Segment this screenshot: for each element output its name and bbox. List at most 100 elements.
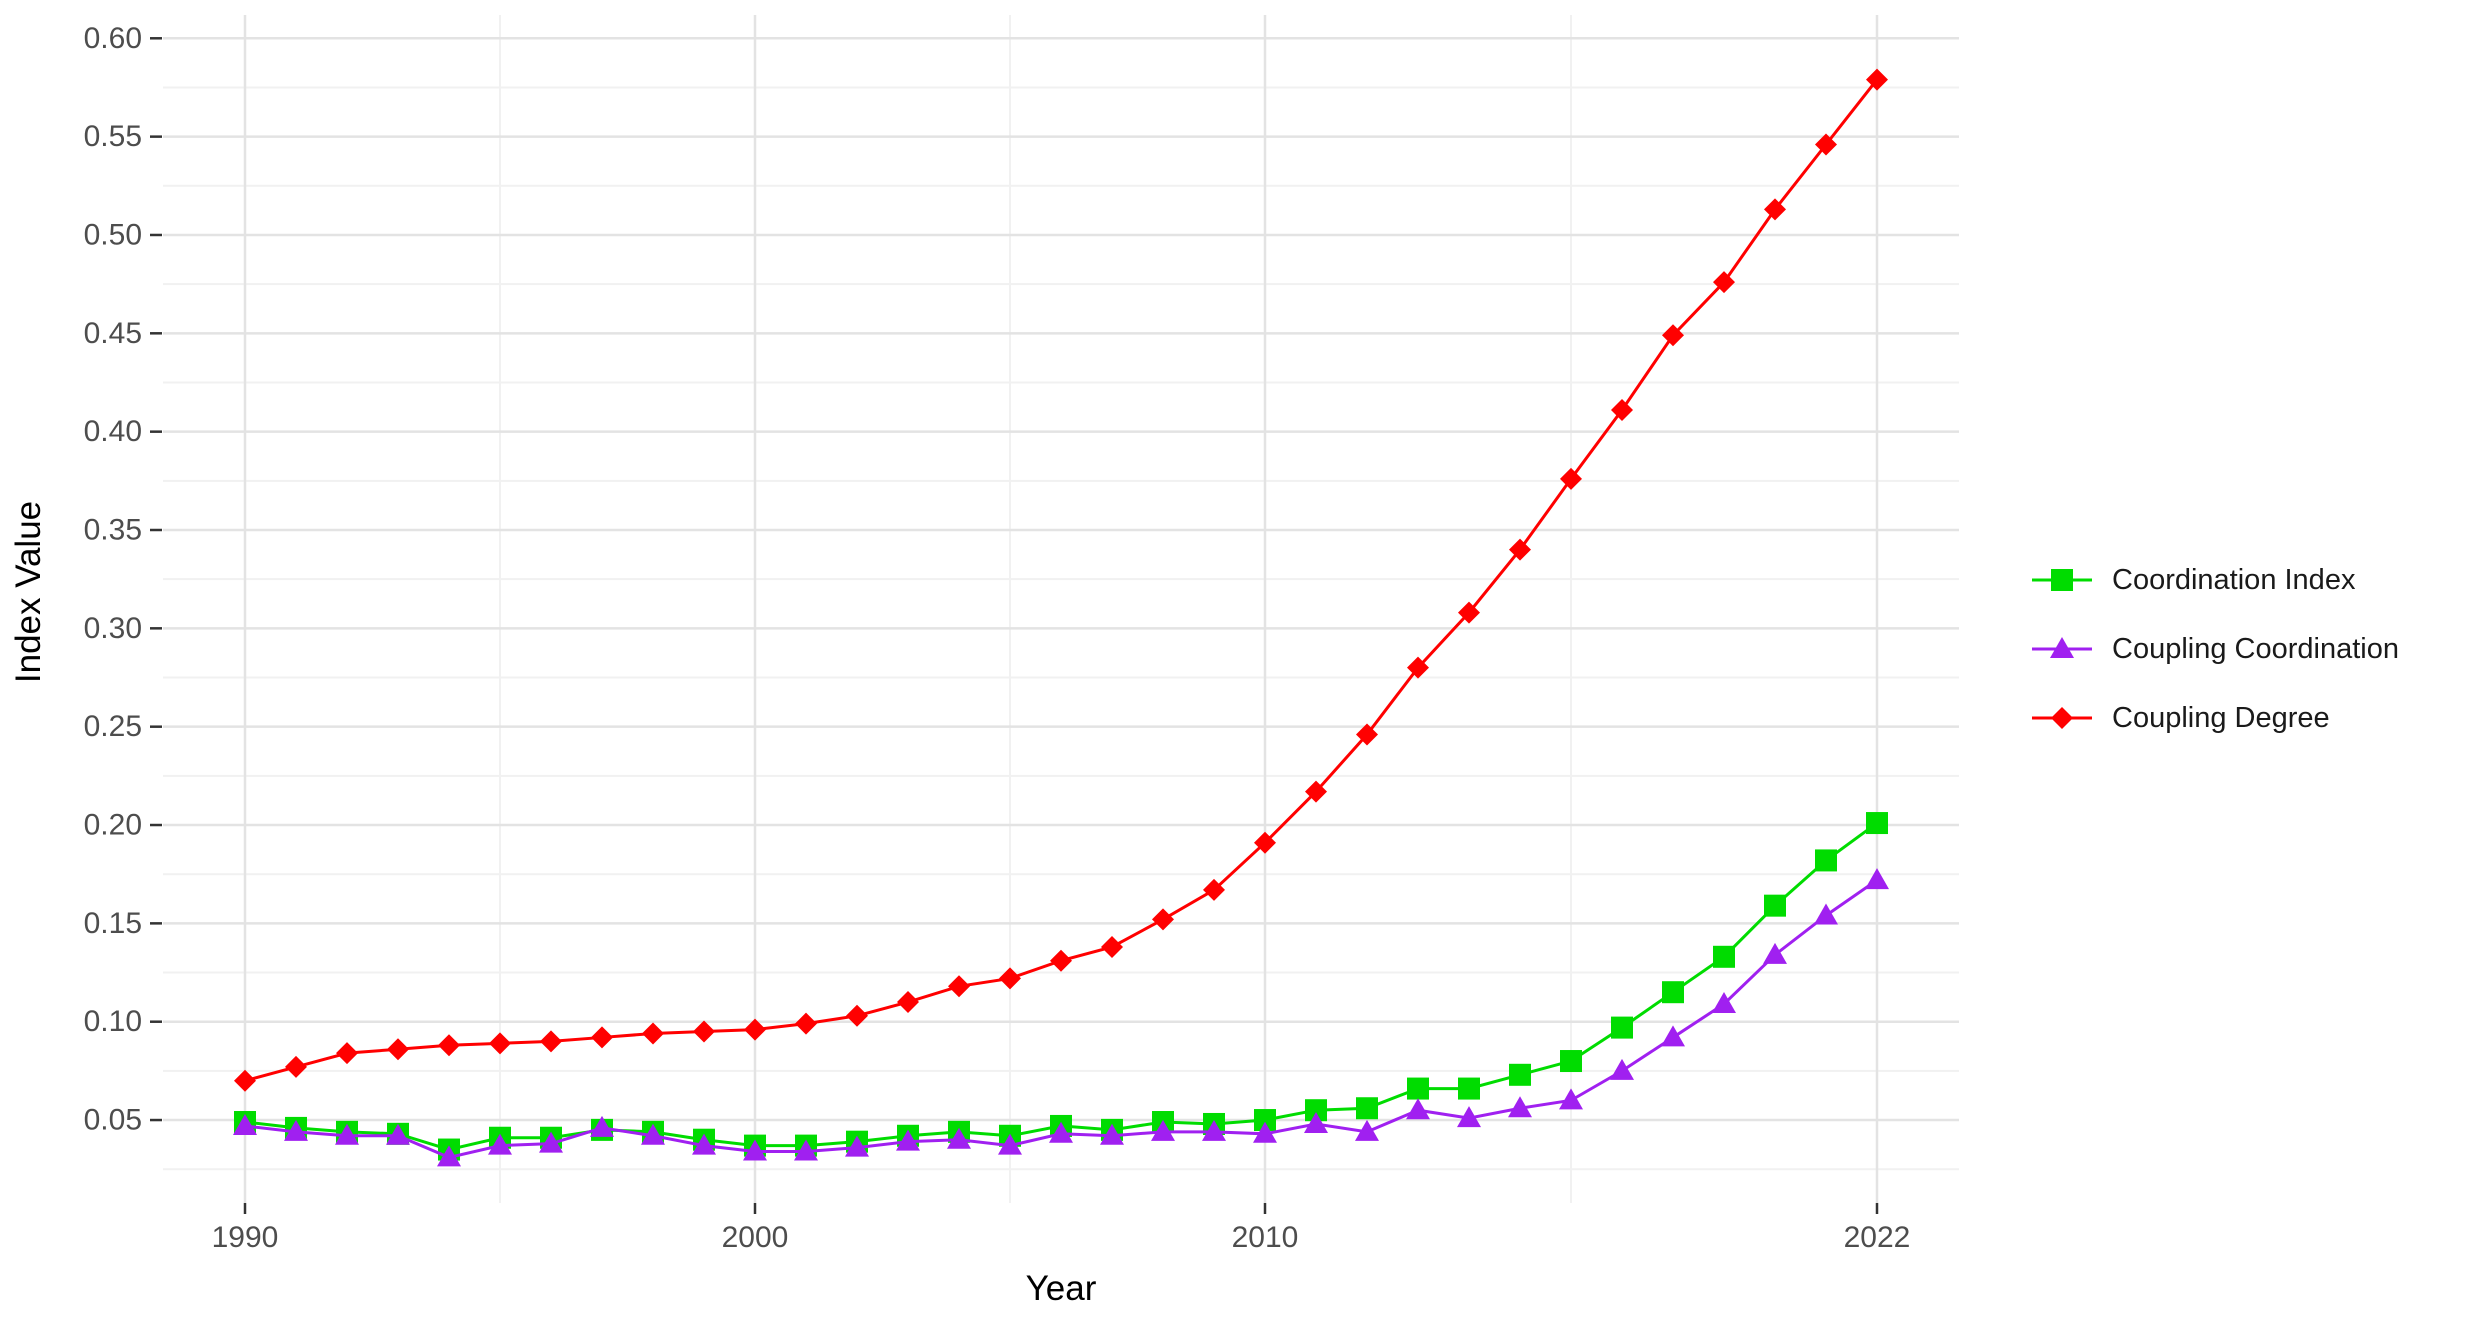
series-marker-coupling-degree — [285, 1055, 307, 1078]
series-marker-coupling-degree — [795, 1012, 817, 1035]
series-marker-coupling-degree — [1050, 949, 1072, 972]
y-tick-label: 0.05 — [84, 1104, 142, 1137]
series-marker-coupling-degree — [1509, 538, 1531, 561]
series-marker-coupling-degree — [387, 1038, 409, 1061]
series-marker-coupling-coordination — [1355, 1119, 1379, 1141]
series-marker-coupling-coordination — [488, 1133, 512, 1155]
series-marker-coordination-index — [1305, 1099, 1327, 1122]
series-marker-coordination-index — [1866, 812, 1888, 835]
series-marker-coupling-degree — [1458, 601, 1480, 624]
series-marker-coupling-degree — [999, 967, 1021, 990]
legend-key-marker — [2051, 569, 2073, 591]
series-marker-coupling-coordination — [845, 1135, 869, 1157]
y-tick-label: 0.20 — [84, 809, 142, 842]
series-marker-coupling-coordination — [743, 1139, 767, 1161]
x-axis-title: Year — [1026, 1269, 1097, 1308]
series-marker-coupling-coordination — [1763, 942, 1787, 964]
series-marker-coupling-coordination — [437, 1145, 461, 1167]
series-marker-coupling-degree — [489, 1032, 511, 1055]
series-marker-coupling-coordination — [1100, 1123, 1124, 1145]
series-marker-coupling-coordination — [1610, 1058, 1634, 1080]
y-tick-label: 0.60 — [84, 22, 142, 55]
series-marker-coupling-coordination — [1457, 1106, 1481, 1128]
series-marker-coupling-degree — [948, 975, 970, 998]
series-marker-coupling-coordination — [896, 1129, 920, 1151]
series-marker-coordination-index — [1713, 945, 1735, 968]
series-marker-coordination-index — [1764, 894, 1786, 917]
series-marker-coupling-degree — [234, 1069, 256, 1092]
y-tick-label: 0.55 — [84, 120, 142, 153]
series-marker-coordination-index — [1611, 1016, 1633, 1039]
series-marker-coupling-degree — [1356, 723, 1378, 746]
y-tick-label: 0.15 — [84, 907, 142, 940]
series-marker-coupling-coordination — [998, 1133, 1022, 1155]
series-marker-coupling-coordination — [1151, 1119, 1175, 1141]
y-tick-label: 0.35 — [84, 514, 142, 547]
y-tick-label: 0.45 — [84, 317, 142, 350]
y-tick-label: 0.40 — [84, 415, 142, 448]
series-marker-coupling-coordination — [1049, 1121, 1073, 1143]
series-marker-coupling-degree — [438, 1034, 460, 1057]
x-tick-label: 2022 — [1844, 1221, 1911, 1254]
series-marker-coordination-index — [1509, 1063, 1531, 1086]
series-marker-coupling-degree — [1611, 399, 1633, 422]
series-marker-coupling-coordination — [1814, 903, 1838, 925]
series-line-coordination-index — [244, 821, 1878, 1152]
series-marker-coupling-coordination — [1559, 1088, 1583, 1110]
legend-label: Coupling Coordination — [2112, 633, 2399, 665]
y-axis-title: Index Value — [9, 501, 48, 683]
series-marker-coupling-coordination — [692, 1133, 716, 1155]
y-tick-label: 0.30 — [84, 612, 142, 645]
series-marker-coupling-degree — [1764, 198, 1786, 221]
y-tick-label: 0.25 — [84, 710, 142, 743]
y-tick-label: 0.10 — [84, 1005, 142, 1038]
series-marker-coupling-degree — [897, 991, 919, 1014]
series-marker-coupling-degree — [744, 1018, 766, 1041]
series-marker-coupling-coordination — [1508, 1096, 1532, 1118]
series-marker-coupling-coordination — [590, 1115, 614, 1137]
series-marker-coordination-index — [1356, 1097, 1378, 1120]
series-marker-coupling-coordination — [1406, 1098, 1430, 1120]
series-marker-coupling-degree — [693, 1020, 715, 1043]
series-marker-coordination-index — [1254, 1109, 1276, 1132]
series-marker-coupling-degree — [1713, 271, 1735, 294]
legend-key-marker — [2050, 637, 2074, 658]
x-tick-label: 1990 — [212, 1221, 279, 1254]
series-marker-coupling-degree — [1254, 831, 1276, 854]
x-tick-label: 2010 — [1232, 1221, 1299, 1254]
series-marker-coordination-index — [1458, 1077, 1480, 1100]
legend-label: Coordination Index — [2112, 564, 2356, 596]
series-marker-coupling-coordination — [794, 1139, 818, 1161]
series-marker-coupling-coordination — [1712, 991, 1736, 1013]
series-marker-coupling-degree — [336, 1042, 358, 1065]
y-tick-label: 0.50 — [84, 218, 142, 251]
series-marker-coupling-degree — [1203, 878, 1225, 901]
series-marker-coordination-index — [1815, 849, 1837, 872]
series-marker-coupling-degree — [1101, 935, 1123, 958]
series-marker-coupling-degree — [642, 1022, 664, 1045]
series-marker-coupling-degree — [540, 1030, 562, 1053]
series-marker-coupling-coordination — [233, 1113, 257, 1135]
series-marker-coupling-degree — [1560, 467, 1582, 490]
series-marker-coupling-degree — [1815, 133, 1837, 156]
series-marker-coupling-coordination — [1253, 1121, 1277, 1143]
series-marker-coupling-degree — [846, 1004, 868, 1027]
series-marker-coupling-coordination — [1304, 1111, 1328, 1133]
legend-key-marker — [2051, 707, 2073, 729]
series-marker-coupling-degree — [1662, 324, 1684, 347]
series-marker-coupling-coordination — [335, 1123, 359, 1145]
series-marker-coupling-coordination — [539, 1131, 563, 1153]
series-marker-coupling-coordination — [947, 1127, 971, 1149]
series-marker-coupling-degree — [1305, 780, 1327, 803]
series-marker-coupling-coordination — [1661, 1025, 1685, 1047]
series-marker-coupling-coordination — [284, 1119, 308, 1141]
x-tick-label: 2000 — [722, 1221, 789, 1254]
series-marker-coupling-coordination — [386, 1123, 410, 1145]
series-marker-coordination-index — [1560, 1050, 1582, 1073]
series-marker-coordination-index — [1662, 981, 1684, 1004]
series-marker-coupling-coordination — [1202, 1119, 1226, 1141]
series-marker-coupling-coordination — [1865, 868, 1889, 890]
series-marker-coupling-degree — [1866, 68, 1888, 91]
series-marker-coupling-degree — [1152, 908, 1174, 931]
